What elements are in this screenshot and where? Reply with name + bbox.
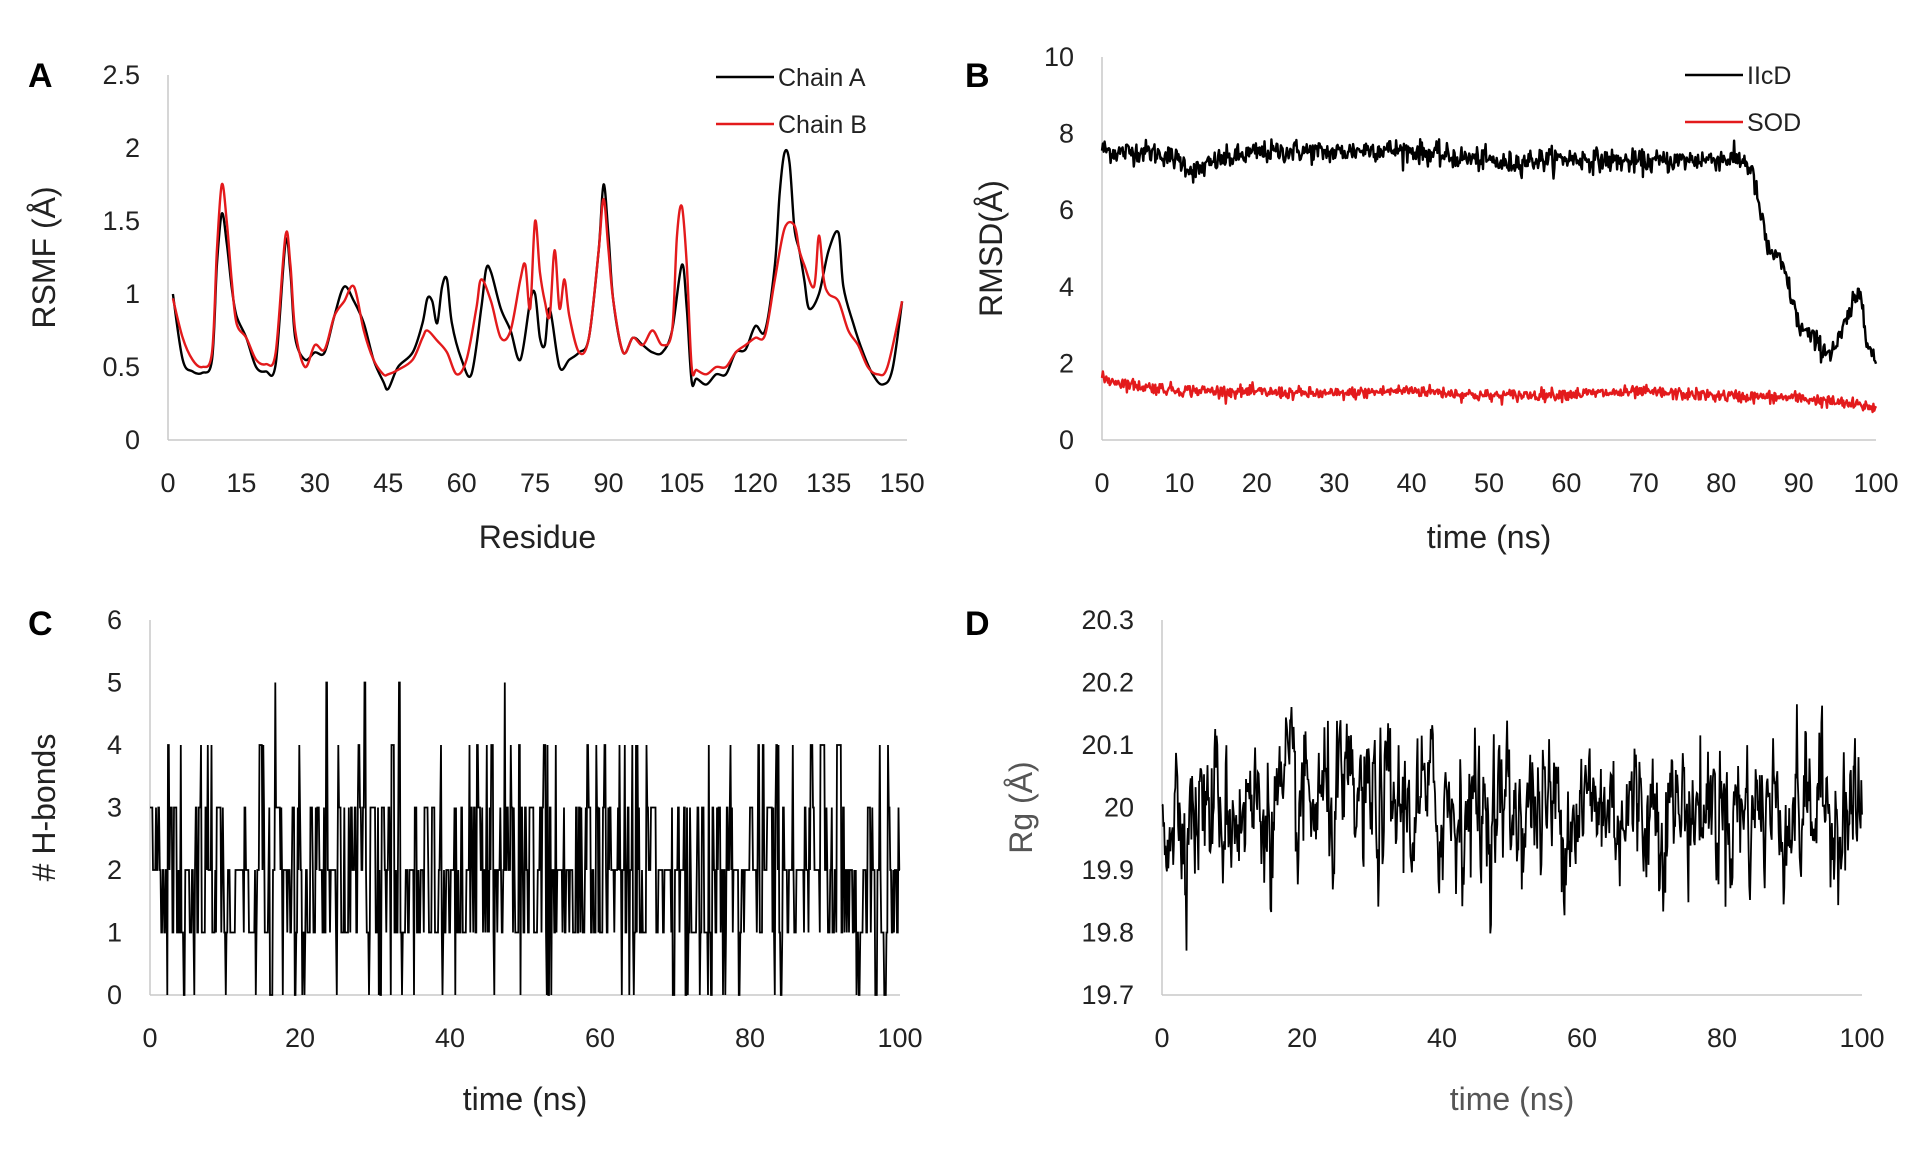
y-tick-label: 6: [107, 605, 122, 635]
x-tick-label: 40: [1427, 1023, 1457, 1053]
panel-label: C: [28, 605, 53, 643]
y-axis-label: RMSD(Å): [973, 180, 1009, 317]
x-tick-label: 20: [1242, 468, 1272, 498]
x-tick-label: 50: [1474, 468, 1504, 498]
x-tick-label: 60: [1567, 1023, 1597, 1053]
y-tick-label: 8: [1059, 119, 1074, 149]
x-tick-label: 60: [1551, 468, 1581, 498]
y-axis-label: RSMF (Å): [26, 186, 62, 328]
series-line-sod: [1100, 370, 1878, 414]
x-tick-label: 80: [1706, 468, 1736, 498]
x-tick-label: 30: [1319, 468, 1349, 498]
x-tick-label: 80: [735, 1023, 765, 1053]
x-tick-label: 105: [659, 468, 704, 498]
series-line-rg: [1161, 704, 1863, 951]
y-tick-label: 0.5: [102, 352, 140, 382]
x-tick-label: 20: [1287, 1023, 1317, 1053]
legend-label: IIcD: [1747, 62, 1791, 90]
legend-label: SOD: [1747, 109, 1801, 137]
x-tick-label: 135: [806, 468, 851, 498]
y-tick-label: 20.1: [1081, 730, 1134, 760]
y-tick-label: 19.7: [1081, 980, 1134, 1010]
y-tick-label: 20.2: [1081, 668, 1134, 698]
series-line-hbonds: [150, 681, 901, 996]
y-tick-label: 1: [125, 279, 140, 309]
x-tick-label: 0: [142, 1023, 157, 1053]
x-tick-label: 0: [160, 468, 175, 498]
x-tick-label: 15: [226, 468, 256, 498]
x-axis-label: Residue: [479, 519, 596, 555]
panel-A: A 0 0.5 1 1.5 2 2.5 0 15 30 45 60 75 90 105 120 135 150 Re…: [26, 57, 925, 555]
legend-label: Chain B: [778, 111, 867, 139]
y-tick-label: 1.5: [102, 206, 140, 236]
y-tick-label: 20.3: [1081, 605, 1134, 635]
panel-label: A: [28, 57, 53, 95]
y-axis-label: Rg (Å): [1003, 761, 1039, 853]
y-tick-label: 2.5: [102, 60, 140, 90]
y-tick-label: 0: [1059, 425, 1074, 455]
y-tick-label: 2: [1059, 348, 1074, 378]
y-tick-label: 3: [107, 793, 122, 823]
y-tick-label: 6: [1059, 195, 1074, 225]
x-tick-label: 75: [520, 468, 550, 498]
series-line-chain-b: [171, 182, 904, 377]
x-tick-label: 0: [1154, 1023, 1169, 1053]
y-tick-label: 19.9: [1081, 855, 1134, 885]
x-tick-label: 60: [447, 468, 477, 498]
x-tick-label: 100: [1853, 468, 1898, 498]
y-tick-label: 2: [125, 133, 140, 163]
y-tick-label: 1: [107, 918, 122, 948]
x-tick-label: 80: [1707, 1023, 1737, 1053]
y-tick-label: 20: [1104, 793, 1134, 823]
x-tick-label: 45: [373, 468, 403, 498]
x-axis-label: time (ns): [1450, 1081, 1574, 1117]
x-tick-label: 0: [1094, 468, 1109, 498]
x-tick-label: 40: [435, 1023, 465, 1053]
x-tick-label: 70: [1629, 468, 1659, 498]
panel-D: D 19.7 19.8 19.9 20 20.1 20.2 20.3 0 20 40 60 80 100 t…: [965, 605, 1885, 1117]
x-tick-label: 90: [1784, 468, 1814, 498]
y-tick-label: 4: [107, 730, 122, 760]
x-tick-label: 90: [593, 468, 623, 498]
y-tick-label: 10: [1044, 42, 1074, 72]
x-tick-label: 40: [1397, 468, 1427, 498]
panel-label: B: [965, 57, 990, 95]
series-line-iicd: [1100, 138, 1878, 365]
x-tick-label: 100: [1839, 1023, 1884, 1053]
y-tick-label: 2: [107, 855, 122, 885]
x-tick-label: 150: [880, 468, 925, 498]
x-axis-label: time (ns): [1427, 519, 1551, 555]
x-tick-label: 100: [877, 1023, 922, 1053]
y-tick-label: 5: [107, 668, 122, 698]
x-tick-label: 120: [733, 468, 778, 498]
x-tick-label: 30: [300, 468, 330, 498]
y-tick-label: 19.8: [1081, 918, 1134, 948]
y-axis-label: # H-bonds: [26, 734, 62, 882]
y-tick-label: 4: [1059, 272, 1074, 302]
x-tick-label: 10: [1164, 468, 1194, 498]
y-tick-label: 0: [107, 980, 122, 1010]
x-tick-label: 60: [585, 1023, 615, 1053]
panel-label: D: [965, 605, 990, 643]
x-axis-label: time (ns): [463, 1081, 587, 1117]
x-tick-label: 20: [285, 1023, 315, 1053]
y-tick-label: 0: [125, 425, 140, 455]
legend-label: Chain A: [778, 64, 866, 92]
